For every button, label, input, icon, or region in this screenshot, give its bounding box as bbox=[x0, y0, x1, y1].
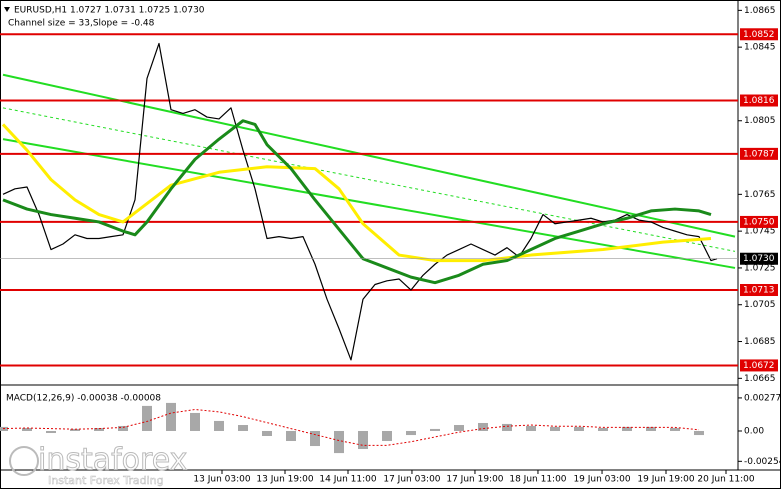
level-label-box bbox=[740, 28, 778, 41]
x-tick-label: 14 Jun 11:00 bbox=[319, 475, 376, 485]
y-tick-label: 1.0865 bbox=[744, 6, 776, 16]
level-label-box bbox=[740, 359, 778, 372]
level-label: 1.0672 bbox=[743, 361, 775, 371]
macd-bar bbox=[478, 422, 488, 431]
y-tick-label: 1.0725 bbox=[744, 263, 776, 273]
y-tick-label: 1.0805 bbox=[744, 116, 776, 126]
level-label: 1.0750 bbox=[743, 217, 775, 227]
macd-bar bbox=[598, 428, 608, 431]
title-arrow bbox=[4, 7, 10, 12]
channel-lower bbox=[2, 138, 736, 269]
level-label-box bbox=[740, 215, 778, 228]
macd-y-tick-label: -0.00254 bbox=[744, 457, 781, 467]
y-tick-label: 1.0745 bbox=[744, 227, 776, 237]
macd-title: MACD(12,26,9) -0.00038 -0.00008 bbox=[6, 394, 161, 404]
watermark-logo bbox=[9, 446, 39, 476]
channel-upper bbox=[2, 73, 736, 238]
macd-bar bbox=[670, 428, 680, 431]
macd-bar bbox=[142, 405, 152, 431]
y-tick-label: 1.0845 bbox=[744, 43, 776, 53]
macd-bar bbox=[502, 423, 512, 431]
level-label-box bbox=[740, 284, 778, 297]
macd-bar bbox=[22, 428, 32, 431]
x-tick-label: 13 Jun 03:00 bbox=[193, 475, 250, 485]
price-line bbox=[2, 119, 712, 285]
x-tick-label: 17 Jun 19:00 bbox=[446, 475, 503, 485]
macd-bar bbox=[622, 426, 632, 431]
channel-middle bbox=[2, 107, 736, 252]
macd-bar bbox=[238, 425, 248, 431]
macd-bar bbox=[166, 402, 176, 431]
macd-bar bbox=[454, 425, 464, 431]
level-label: 1.0816 bbox=[743, 96, 775, 106]
y-tick-label: 1.0685 bbox=[744, 337, 776, 347]
x-tick-label: 19 Jun 19:00 bbox=[637, 475, 694, 485]
macd-bar bbox=[646, 426, 656, 431]
macd-signal bbox=[2, 408, 700, 446]
level-label-box bbox=[740, 147, 778, 160]
x-tick-label: 13 Jun 19:00 bbox=[256, 475, 313, 485]
macd-bar bbox=[574, 426, 584, 431]
macd-bar bbox=[46, 430, 56, 434]
chart-subtitle: Channel size = 33,Slope = -0.48 bbox=[8, 19, 155, 29]
macd-y-tick-label: 0.00 bbox=[744, 426, 764, 436]
y-tick-label: 1.0665 bbox=[744, 374, 776, 384]
macd-bar bbox=[382, 430, 392, 442]
macd-bar bbox=[94, 428, 104, 431]
macd-bar bbox=[550, 426, 560, 431]
watermark-brand: instaforex bbox=[38, 443, 187, 478]
watermark-tagline: Instant Forex Trading bbox=[48, 474, 164, 487]
macd-bar bbox=[526, 425, 536, 431]
macd-bar bbox=[694, 430, 704, 436]
macd-bar bbox=[70, 428, 80, 431]
macd-bar bbox=[334, 430, 344, 454]
macd-bar bbox=[310, 430, 320, 447]
level-label-box bbox=[740, 94, 778, 107]
last-price-label: 1.0730 bbox=[743, 254, 775, 264]
macd-bar bbox=[358, 430, 368, 450]
macd-bar bbox=[430, 428, 440, 431]
macd-bar bbox=[262, 430, 272, 436]
price-line bbox=[2, 42, 718, 361]
level-label: 1.0852 bbox=[743, 30, 775, 40]
x-tick-label: 20 Jun 11:00 bbox=[697, 475, 754, 485]
chart-title: EURUSD,H1 1.0727 1.0731 1.0725 1.0730 bbox=[14, 6, 205, 16]
macd-bar bbox=[406, 430, 416, 436]
y-tick-label: 1.0705 bbox=[744, 300, 776, 310]
macd-bar bbox=[118, 425, 128, 431]
x-tick-label: 19 Jun 03:00 bbox=[573, 475, 630, 485]
last-price-box bbox=[740, 252, 778, 265]
x-tick-label: 18 Jun 11:00 bbox=[509, 475, 566, 485]
x-tick-label: 17 Jun 03:00 bbox=[383, 475, 440, 485]
y-tick-label: 1.0765 bbox=[744, 190, 776, 200]
level-label: 1.0787 bbox=[743, 149, 775, 159]
level-label: 1.0713 bbox=[743, 286, 775, 296]
macd-bar bbox=[214, 420, 224, 431]
macd-y-tick-label: 0.00277 bbox=[744, 393, 781, 403]
macd-bar bbox=[190, 412, 200, 431]
macd-bar bbox=[286, 430, 296, 442]
